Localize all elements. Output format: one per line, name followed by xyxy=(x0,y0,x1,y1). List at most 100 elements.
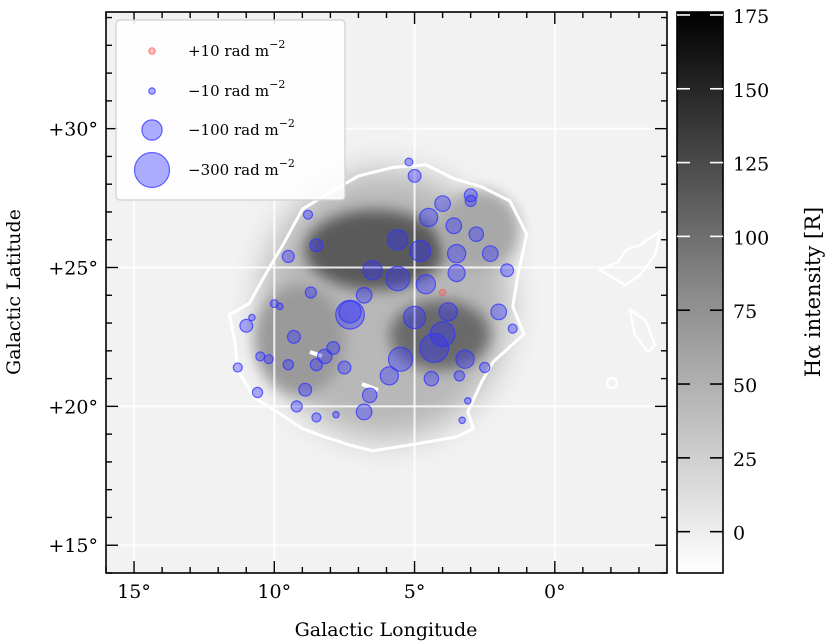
x-tick-label-2: 5° xyxy=(404,581,426,603)
rm-point-10 xyxy=(446,243,467,264)
contour-fragment-right xyxy=(597,229,662,287)
rm-point-33 xyxy=(316,348,333,365)
rm-point-37 xyxy=(455,349,475,369)
colorbar-tick-label-2: 50 xyxy=(733,375,757,397)
legend-marker-1 xyxy=(148,87,156,95)
legend-marker-2 xyxy=(141,119,163,141)
rm-point-38 xyxy=(479,361,491,374)
halpha-right-lobe xyxy=(440,190,520,270)
legend-label-0: +10 rad m−2 xyxy=(188,38,285,60)
rm-point-19 xyxy=(447,264,466,283)
rm-point-14 xyxy=(281,249,295,263)
legend-label-1: −10 rad m−2 xyxy=(188,78,285,100)
rm-points xyxy=(232,157,518,425)
y-tick-label-3: +30° xyxy=(48,119,98,141)
rm-point-16 xyxy=(355,286,373,304)
halpha-bright-ridge xyxy=(305,210,445,290)
rm-point-0 xyxy=(404,157,414,167)
rm-point-27 xyxy=(438,302,458,322)
x-axis-label: Galactic Longitude xyxy=(295,619,478,641)
legend-label-exponent-2: −2 xyxy=(279,117,295,130)
legend-label-exponent-0: −2 xyxy=(269,38,285,51)
legend-marker-0 xyxy=(148,47,156,55)
y-tick-label-2: +25° xyxy=(48,258,98,280)
y-axis-label: Galactic Latitude xyxy=(3,209,25,375)
rm-point-36 xyxy=(387,346,414,372)
rm-point-4 xyxy=(464,194,477,207)
rm-point-46 xyxy=(453,370,466,382)
rm-point-57 xyxy=(276,302,284,311)
rm-point-20 xyxy=(500,263,515,278)
rm-point-41 xyxy=(282,359,294,371)
rm-point-52 xyxy=(290,400,303,413)
contour-fragment-right-low xyxy=(628,307,657,354)
rm-point-47 xyxy=(232,362,243,373)
rm-point-31 xyxy=(286,329,301,344)
colorbar-tick-label-0: 0 xyxy=(733,523,745,545)
rm-point-25 xyxy=(335,299,365,330)
rm-point-15 xyxy=(362,260,383,281)
axis-ticks xyxy=(105,12,667,574)
rm-point-35 xyxy=(419,333,450,363)
colorbar-tick-label-3: 75 xyxy=(733,301,757,323)
rm-point-2 xyxy=(434,195,452,213)
colorbar-gradient xyxy=(676,11,724,574)
rm-point-58 xyxy=(438,288,447,297)
rm-point-55 xyxy=(458,416,467,425)
rm-point-42 xyxy=(309,358,323,372)
rm-point-12 xyxy=(302,209,314,220)
colorbar-tick-label-6: 150 xyxy=(733,80,769,102)
x-tick-label-0: 15° xyxy=(117,581,151,603)
rm-point-43 xyxy=(337,360,352,375)
rm-point-45 xyxy=(423,370,440,387)
colorbar-tick-label-7: 175 xyxy=(733,6,769,28)
rm-point-40 xyxy=(263,354,274,365)
rm-point-5 xyxy=(418,207,439,228)
rm-point-1 xyxy=(407,168,422,183)
rm-point-28 xyxy=(490,303,508,321)
x-tick-label-1: 10° xyxy=(257,581,291,603)
rm-point-48 xyxy=(251,386,264,399)
rm-point-23 xyxy=(304,286,317,299)
rm-point-8 xyxy=(387,228,409,251)
rm-point-44 xyxy=(379,366,399,386)
rm-point-53 xyxy=(311,412,322,423)
rm-point-6 xyxy=(445,217,463,235)
rm-point-54 xyxy=(332,410,340,419)
axis-tick-labels: 15° 10° 5° 0° +15° +20° +25° +30° xyxy=(48,119,565,603)
contour-fragment-ring xyxy=(605,376,619,390)
legend: +10 rad m−2 −10 rad m−2 −100 rad m−2 −300 r… xyxy=(115,19,346,201)
colorbar-label: Hα intensity [R] xyxy=(801,207,825,377)
colorbar: 0 25 50 75 100 125 150 175 Hα intensity [R] xyxy=(676,6,825,574)
legend-label-exponent-1: −2 xyxy=(269,78,285,91)
rm-point-39 xyxy=(255,351,266,362)
rm-point-17 xyxy=(385,266,411,292)
colorbar-tick-label-5: 125 xyxy=(733,154,769,176)
rm-point-29 xyxy=(507,323,518,334)
rm-point-9 xyxy=(409,239,432,262)
rm-point-7 xyxy=(468,226,485,242)
rm-point-13 xyxy=(309,238,324,253)
rm-point-51 xyxy=(355,403,373,421)
legend-label-exponent-3: −2 xyxy=(279,157,295,170)
contour-outline xyxy=(227,163,529,453)
rm-point-30 xyxy=(239,318,254,333)
rm-point-18 xyxy=(415,274,436,295)
contour-fragments xyxy=(309,229,662,392)
legend-box xyxy=(115,19,346,201)
colorbar-tick-label-4: 100 xyxy=(733,227,769,249)
x-tick-label-3: 0° xyxy=(544,581,566,603)
colorbar-tick-label-1: 25 xyxy=(733,449,757,471)
legend-label-2: −100 rad m−2 xyxy=(188,117,295,139)
legend-label-3: −300 rad m−2 xyxy=(188,157,295,179)
y-tick-label-0: +15° xyxy=(48,535,98,557)
legend-marker-3 xyxy=(133,151,171,189)
rm-point-50 xyxy=(361,387,378,404)
rm-point-49 xyxy=(298,382,313,397)
rm-point-26 xyxy=(402,305,427,330)
y-tick-label-1: +20° xyxy=(48,396,98,418)
rm-point-11 xyxy=(481,245,499,263)
rm-point-56 xyxy=(463,396,472,405)
rm-point-22 xyxy=(248,313,256,322)
